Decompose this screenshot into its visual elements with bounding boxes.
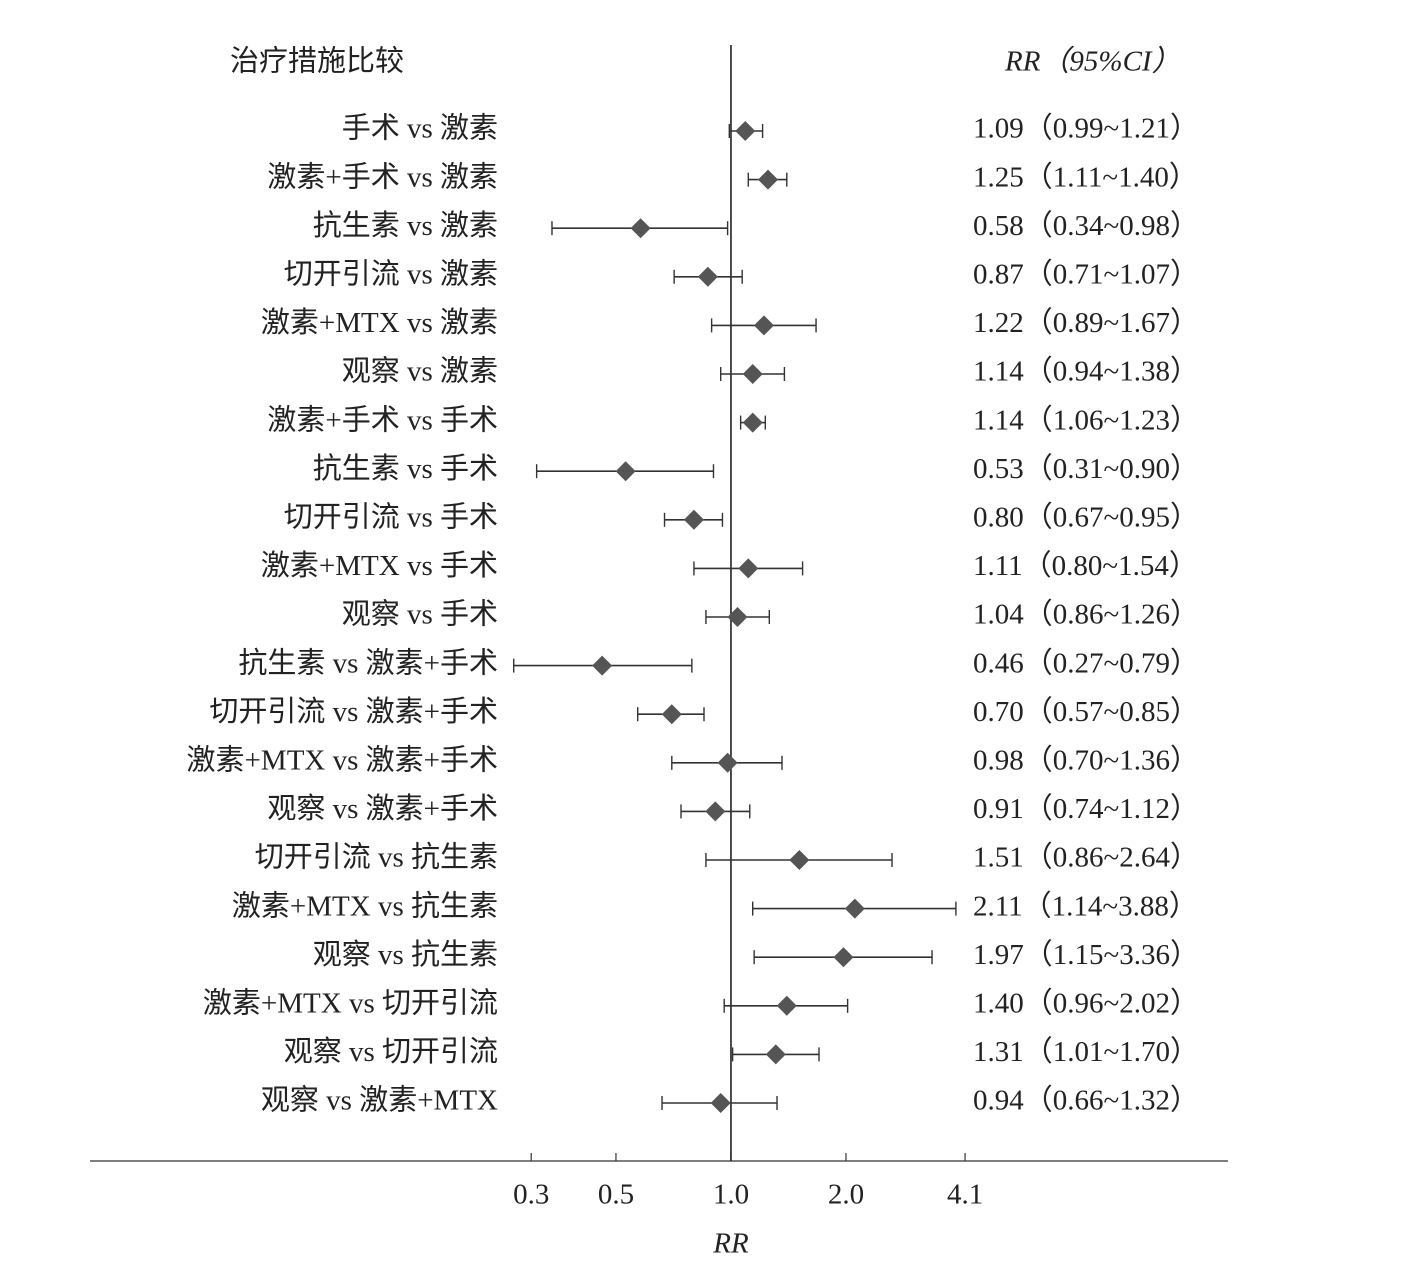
row-label: 抗生素 vs 激素 (313, 209, 498, 242)
x-tick-label: 1.0 (713, 1179, 749, 1211)
row-label: 手术 vs 激素 (342, 112, 498, 145)
row-label: 观察 vs 抗生素 (313, 938, 498, 971)
point-estimate (757, 169, 778, 190)
x-axis-label: RR (712, 1228, 749, 1260)
row-label: 观察 vs 激素+手术 (267, 792, 498, 825)
point-estimate (683, 509, 704, 530)
value-label: 1.22（0.89~1.67） (973, 307, 1199, 339)
value-label: 1.40（0.96~2.02） (973, 987, 1199, 1019)
point-estimate (697, 266, 718, 287)
value-label: 0.98（0.70~1.36） (973, 744, 1199, 776)
value-label: 1.11（0.80~1.54） (973, 550, 1198, 582)
value-label: 0.80（0.67~0.95） (973, 501, 1199, 533)
value-label: 0.87（0.71~1.07） (973, 258, 1199, 290)
point-estimate (615, 461, 636, 482)
row-label: 激素+MTX vs 切开引流 (203, 986, 498, 1019)
label-header: 治疗措施比较 (230, 45, 404, 78)
value-label: 0.94（0.66~1.32） (973, 1085, 1199, 1117)
point-estimate (776, 995, 797, 1016)
row-label: 激素+MTX vs 抗生素 (232, 889, 498, 922)
row-label: 切开引流 vs 手术 (284, 500, 498, 533)
row-label: 观察 vs 切开引流 (284, 1035, 498, 1068)
row-label: 激素+MTX vs 激素 (261, 306, 498, 339)
row-label: 抗生素 vs 手术 (313, 452, 498, 485)
point-estimate (727, 607, 748, 627)
row-label: 切开引流 vs 激素+手术 (209, 695, 498, 728)
point-estimate (630, 218, 651, 239)
point-estimate (592, 655, 613, 676)
point-estimate (833, 947, 854, 968)
point-estimate (765, 1044, 786, 1065)
row-label: 抗生素 vs 激素+手术 (238, 646, 498, 679)
value-label: 0.53（0.31~0.90） (973, 453, 1199, 485)
x-tick-label: 0.5 (598, 1179, 634, 1211)
x-tick-label: 2.0 (828, 1179, 864, 1211)
row-label: 激素+手术 vs 手术 (267, 403, 498, 436)
value-label: 1.09（0.99~1.21） (973, 113, 1199, 145)
value-header: RR（95%CI） (1004, 46, 1181, 78)
row-label: 激素+MTX vs 激素+手术 (187, 743, 498, 776)
value-label: 0.91（0.74~1.12） (973, 793, 1199, 825)
point-estimate (717, 752, 738, 773)
value-label: 1.51（0.86~2.64） (973, 842, 1199, 874)
row-label: 观察 vs 激素 (342, 355, 498, 388)
point-estimate (661, 704, 682, 725)
point-estimate (844, 898, 865, 919)
row-label: 观察 vs 激素+MTX (261, 1084, 498, 1117)
point-estimate (735, 121, 756, 141)
row-label: 切开引流 vs 抗生素 (255, 841, 498, 874)
value-label: 2.11（1.14~3.88） (973, 890, 1198, 922)
point-estimate (710, 1093, 731, 1113)
value-label: 1.04（0.86~1.26） (973, 599, 1199, 631)
row-label: 激素+MTX vs 手术 (261, 549, 498, 582)
point-estimate (742, 364, 763, 384)
value-label: 1.14（0.94~1.38） (973, 356, 1199, 388)
row-label: 切开引流 vs 激素 (284, 257, 498, 290)
value-label: 1.25（1.11~1.40） (973, 161, 1198, 193)
value-label: 1.31（1.01~1.70） (973, 1036, 1199, 1068)
point-estimate (742, 412, 763, 433)
row-label: 观察 vs 手术 (342, 598, 498, 631)
value-label: 1.97（1.15~3.36） (973, 939, 1199, 971)
row-label: 激素+手术 vs 激素 (267, 160, 498, 193)
value-label: 1.14（1.06~1.23） (973, 404, 1199, 436)
point-estimate (789, 850, 810, 870)
value-label: 0.46（0.27~0.79） (973, 647, 1199, 679)
x-tick-label: 4.1 (947, 1179, 983, 1211)
value-label: 0.70（0.57~0.85） (973, 696, 1199, 728)
x-tick-label: 0.3 (513, 1179, 549, 1211)
point-estimate (738, 558, 759, 579)
point-estimate (753, 315, 774, 336)
value-label: 0.58（0.34~0.98） (973, 210, 1199, 242)
point-estimate (705, 801, 726, 822)
